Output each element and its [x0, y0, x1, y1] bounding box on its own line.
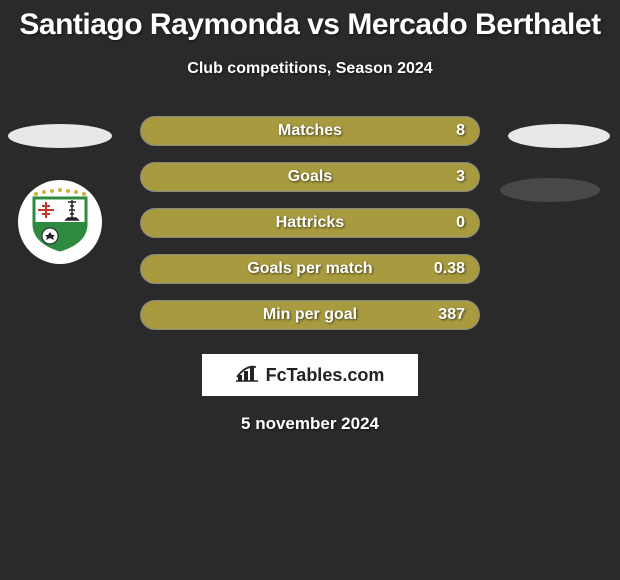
stat-value: 8: [456, 122, 465, 140]
stat-value: 0: [456, 214, 465, 232]
club-badge: [18, 180, 102, 264]
stat-bar-goals-per-match: Goals per match 0.38: [140, 254, 480, 284]
stat-value: 3: [456, 168, 465, 186]
stat-label: Min per goal: [263, 306, 357, 324]
brand-text: FcTables.com: [266, 365, 385, 386]
date-text: 5 november 2024: [0, 414, 620, 434]
stat-bar-matches: Matches 8: [140, 116, 480, 146]
left-placeholder-oval: [8, 124, 112, 148]
stat-value: 387: [438, 306, 465, 324]
right-placeholder-oval-1: [508, 124, 610, 148]
subtitle: Club competitions, Season 2024: [0, 60, 620, 78]
stat-bar-goals: Goals 3: [140, 162, 480, 192]
chart-bar-icon: [236, 363, 260, 388]
brand-box: FcTables.com: [202, 354, 418, 396]
stat-bar-min-per-goal: Min per goal 387: [140, 300, 480, 330]
right-placeholder-oval-2: [500, 178, 600, 202]
stat-value: 0.38: [434, 260, 465, 278]
stat-label: Goals per match: [247, 260, 372, 278]
stat-label: Goals: [288, 168, 332, 186]
stat-label: Matches: [278, 122, 342, 140]
club-crest-icon: [28, 188, 92, 257]
stat-label: Hattricks: [276, 214, 344, 232]
page-title: Santiago Raymonda vs Mercado Berthalet: [0, 0, 620, 42]
stat-bar-hattricks: Hattricks 0: [140, 208, 480, 238]
